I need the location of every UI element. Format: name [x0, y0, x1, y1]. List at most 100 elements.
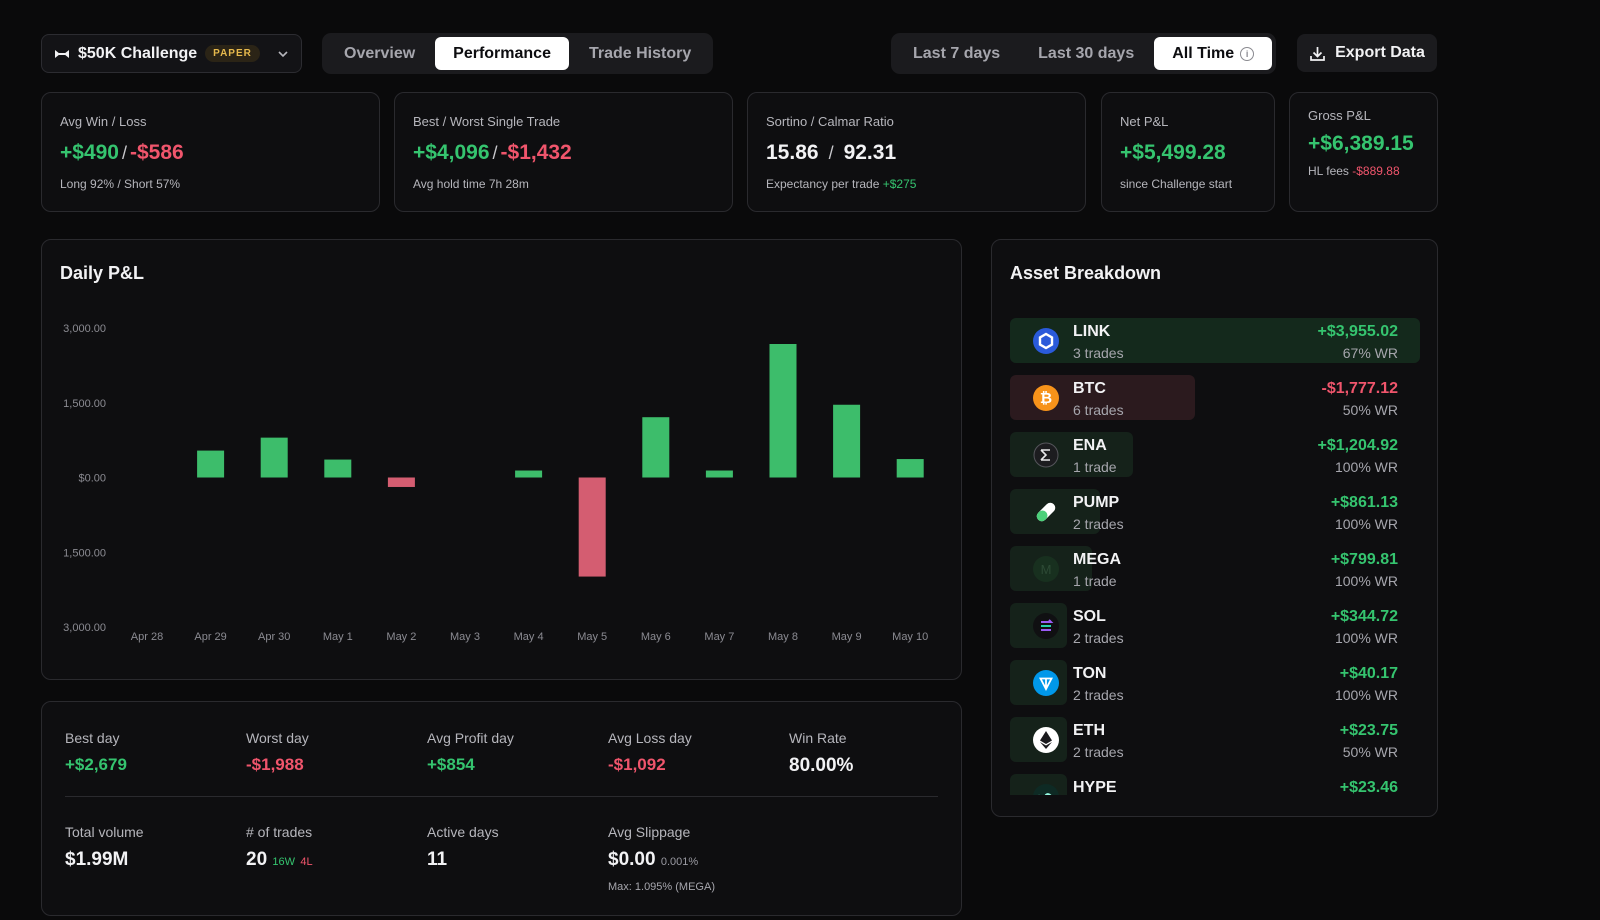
- asset-list[interactable]: LINK 3 trades +$3,955.02 67% WR ₿ BTC 6 trades…: [1010, 318, 1420, 795]
- asset-pnl: +$23.46: [1339, 779, 1398, 795]
- asset-symbol: TON: [1073, 665, 1107, 682]
- asset-row-pump[interactable]: PUMP 2 trades +$861.13 100% WR: [1010, 489, 1420, 534]
- y-tick-label: 3,000.00: [63, 323, 106, 335]
- stat-value: -$1,988: [246, 755, 304, 774]
- asset-win-rate: 100% WR: [1334, 573, 1398, 589]
- asset-trades: 1 trade: [1073, 573, 1117, 589]
- range-last-7-days[interactable]: Last 7 days: [895, 37, 1018, 70]
- y-tick-label: 3,000.00: [63, 622, 106, 634]
- info-icon[interactable]: i: [1240, 46, 1255, 61]
- x-tick-label: May 4: [514, 631, 544, 643]
- daily-pnl-chart: 3,000.00 1,500.00 $0.00 1,500.00 3,000.00 Apr…: [63, 323, 928, 643]
- avg-slippage-stat: Avg Slippage $0.00 0.001% Max: 1.095% (M…: [608, 824, 715, 893]
- export-data-button[interactable]: Export Data: [1297, 34, 1437, 72]
- asset-row-eth[interactable]: ETH 2 trades +$23.75 50% WR: [1010, 717, 1420, 762]
- best-trade: +$4,096: [413, 141, 490, 164]
- pnl-bar: [260, 437, 288, 478]
- asset-pnl: +$1,204.92: [1317, 437, 1398, 454]
- x-tick-label: Apr 28: [131, 631, 163, 643]
- asset-win-rate: 100% WR: [1334, 630, 1398, 646]
- avg-loss: -$586: [130, 141, 184, 164]
- asset-pnl: -$1,777.12: [1321, 380, 1398, 397]
- asset-symbol: PUMP: [1073, 494, 1120, 511]
- slippage-value: $0.00: [608, 849, 656, 870]
- tab-performance[interactable]: Performance: [435, 37, 569, 70]
- sortino-value: 15.86: [766, 141, 819, 164]
- toncoin-icon: [1033, 670, 1059, 696]
- ethereum-icon: [1033, 727, 1059, 753]
- asset-pnl: +$23.75: [1339, 722, 1398, 739]
- asset-trades: 1 trade: [1073, 459, 1117, 475]
- card-sub: since Challenge start: [1120, 177, 1233, 191]
- pnl-bar: [515, 470, 543, 478]
- range-30-label: Last 30 days: [1038, 44, 1135, 62]
- worst-trade: -$1,432: [500, 141, 572, 164]
- avg-win-loss-card: Avg Win / Loss +$490/-$586 Long 92% / Sh…: [41, 92, 380, 212]
- asset-symbol: MEGA: [1073, 551, 1121, 568]
- slippage-note: Max: 1.095% (MEGA): [608, 881, 715, 893]
- tab-trade-history-label: Trade History: [588, 44, 692, 62]
- pnl-bar: [578, 477, 606, 577]
- x-tick-label: Apr 29: [194, 631, 226, 643]
- card-label: Sortino / Calmar Ratio: [766, 114, 894, 129]
- asset-pnl: +$3,955.02: [1317, 323, 1398, 340]
- account-logo-icon: [55, 49, 69, 58]
- daily-pnl-panel: Daily P&L 3,000.00 1,500.00 $0.00 1,500.00 3…: [41, 239, 962, 680]
- pnl-bar: [642, 417, 670, 478]
- asset-row-hype[interactable]: HYPE +$23.46: [1010, 774, 1420, 795]
- asset-row-ton[interactable]: TON 2 trades +$40.17 100% WR: [1010, 660, 1420, 705]
- asset-symbol: SOL: [1073, 608, 1106, 625]
- tab-trade-history[interactable]: Trade History: [571, 37, 709, 70]
- separator: /: [121, 143, 127, 163]
- tab-overview[interactable]: Overview: [326, 37, 433, 70]
- net-pnl-card: Net P&L +$5,499.28 since Challenge start: [1101, 92, 1275, 212]
- asset-row-ena[interactable]: ENA 1 trade +$1,204.92 100% WR: [1010, 432, 1420, 477]
- divider: [65, 796, 938, 797]
- worst-day-stat: Worst day -$1,988: [246, 730, 309, 775]
- card-label: Net P&L: [1120, 114, 1169, 129]
- pnl-bar: [324, 459, 352, 478]
- x-tick-label: May 8: [768, 631, 798, 643]
- separator: /: [492, 143, 498, 163]
- ethena-icon: [1033, 442, 1059, 468]
- asset-symbol: ENA: [1073, 437, 1107, 454]
- net-pnl-value: +$5,499.28: [1120, 141, 1226, 164]
- range-last-30-days[interactable]: Last 30 days: [1020, 37, 1152, 70]
- stat-label: Best day: [65, 730, 120, 746]
- mega-icon: M: [1033, 556, 1059, 582]
- card-sub: Expectancy per trade +$275: [766, 177, 1067, 191]
- x-tick-label: May 9: [832, 631, 862, 643]
- asset-breakdown-panel: Asset Breakdown LINK 3 trades +$3,955.02 67…: [991, 239, 1438, 817]
- asset-row-sol[interactable]: SOL 2 trades +$344.72 100% WR: [1010, 603, 1420, 648]
- daily-stats-panel: Best day +$2,679 Worst day -$1,988 Avg P…: [41, 701, 962, 916]
- asset-row-link[interactable]: LINK 3 trades +$3,955.02 67% WR: [1010, 318, 1420, 363]
- chart-title: Daily P&L: [60, 263, 145, 283]
- range-all-label: All Time: [1172, 44, 1235, 62]
- asset-row-mega[interactable]: M MEGA 1 trade +$799.81 100% WR: [1010, 546, 1420, 591]
- trades-count-stat: # of trades 20 16W 4L: [246, 824, 313, 871]
- best-worst-trade-card: Best / Worst Single Trade +$4,096/-$1,43…: [394, 92, 733, 212]
- stat-label: Worst day: [246, 730, 309, 746]
- asset-symbol: HYPE: [1073, 779, 1117, 795]
- stat-label: Avg Loss day: [608, 730, 692, 746]
- bitcoin-icon: ₿: [1033, 385, 1059, 411]
- asset-pnl: +$799.81: [1330, 551, 1398, 568]
- fees-label: HL fees: [1308, 164, 1349, 178]
- stat-value: -$1,092: [608, 755, 666, 774]
- pnl-bar: [387, 477, 415, 487]
- asset-trades: 2 trades: [1073, 744, 1124, 760]
- range-all-time[interactable]: All Time i: [1154, 37, 1273, 70]
- stat-value: +$2,679: [65, 755, 127, 774]
- tab-performance-label: Performance: [453, 44, 551, 62]
- card-sub: Long 92% / Short 57%: [60, 177, 181, 191]
- asset-trades: 2 trades: [1073, 687, 1124, 703]
- asset-row-btc[interactable]: ₿ BTC 6 trades -$1,777.12 50% WR: [1010, 375, 1420, 420]
- stat-value: 20 16W 4L: [246, 849, 313, 871]
- card-label: Best / Worst Single Trade: [413, 114, 561, 129]
- chevron-down-icon: [278, 50, 288, 57]
- gross-pnl-card: Gross P&L +$6,389.15 HL fees -$889.88: [1289, 92, 1438, 212]
- account-selector[interactable]: $50K Challenge PAPER: [41, 34, 302, 73]
- fees-value: -$889.88: [1352, 164, 1400, 178]
- asset-trades: 3 trades: [1073, 345, 1124, 361]
- y-tick-label: $0.00: [78, 473, 106, 485]
